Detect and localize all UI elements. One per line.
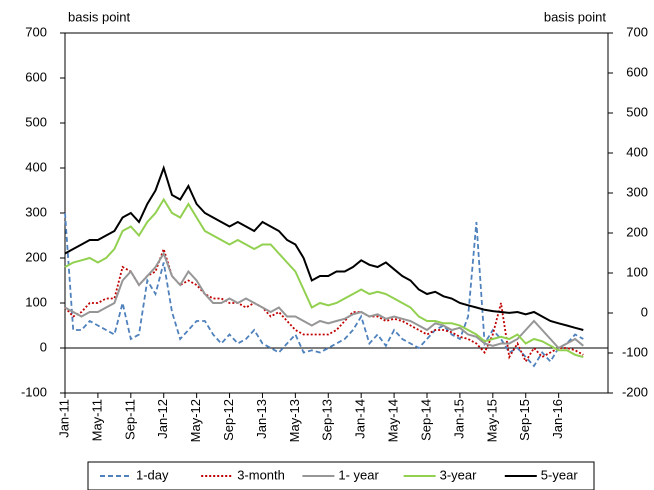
y2-tick-label: 100 xyxy=(626,264,648,279)
series-line xyxy=(64,246,584,364)
y2-tick-label: 500 xyxy=(626,104,648,119)
x-tick-label: Sep-11 xyxy=(122,399,137,440)
y2-tick-label: 0 xyxy=(641,304,648,319)
legend-label: 3-year xyxy=(440,467,478,482)
y-tick-label: 200 xyxy=(25,249,47,264)
x-tick-label: Jan-11 xyxy=(56,399,71,438)
y-tick-label: 400 xyxy=(25,159,47,174)
y2-tick-label: 400 xyxy=(626,144,648,159)
legend-label: 5-year xyxy=(541,467,579,482)
y2-tick-label: 200 xyxy=(626,224,648,239)
x-tick-label: Jan-15 xyxy=(451,399,466,439)
x-tick-label: Jan-12 xyxy=(155,399,170,439)
y2-tick-label: 300 xyxy=(626,184,648,199)
x-tick-label: May-15 xyxy=(484,399,499,442)
y-axis-label: basis point xyxy=(68,9,131,24)
y2-tick-label: 600 xyxy=(626,64,648,79)
x-tick-label: Sep-15 xyxy=(517,399,532,441)
y-tick-label: 100 xyxy=(25,294,47,309)
y2-tick-label: -200 xyxy=(622,384,648,399)
series-line xyxy=(64,164,584,331)
x-tick-label: Jan-16 xyxy=(550,399,565,439)
x-tick-label: Sep-13 xyxy=(320,399,335,441)
y-tick-label: 700 xyxy=(25,24,47,39)
series-line xyxy=(64,212,584,368)
y2-tick-label: -100 xyxy=(622,344,648,359)
x-tick-label: Sep-12 xyxy=(221,399,236,441)
x-tick-label: May-12 xyxy=(188,399,203,442)
x-tick-label: May-14 xyxy=(386,399,401,442)
y-tick-label: 600 xyxy=(25,69,47,84)
series-line xyxy=(64,197,584,358)
y2-tick-label: 700 xyxy=(626,24,648,39)
y-tick-label: 300 xyxy=(25,204,47,219)
series-line xyxy=(64,251,584,350)
x-tick-label: Jan-13 xyxy=(254,399,269,439)
y-tick-label: -100 xyxy=(21,384,47,399)
legend-label: 1- year xyxy=(338,467,379,482)
plot-frame xyxy=(64,32,609,394)
legend-label: 1-day xyxy=(136,467,169,482)
x-tick-label: May-11 xyxy=(89,399,104,441)
x-tick-label: May-13 xyxy=(287,399,302,442)
y2-axis-label: basis point xyxy=(544,9,607,24)
legend-label: 3-month xyxy=(237,467,285,482)
x-tick-label: Jan-14 xyxy=(353,399,368,439)
y-tick-label: 0 xyxy=(40,339,47,354)
x-tick-label: Sep-14 xyxy=(418,399,433,441)
y-tick-label: 500 xyxy=(25,114,47,129)
